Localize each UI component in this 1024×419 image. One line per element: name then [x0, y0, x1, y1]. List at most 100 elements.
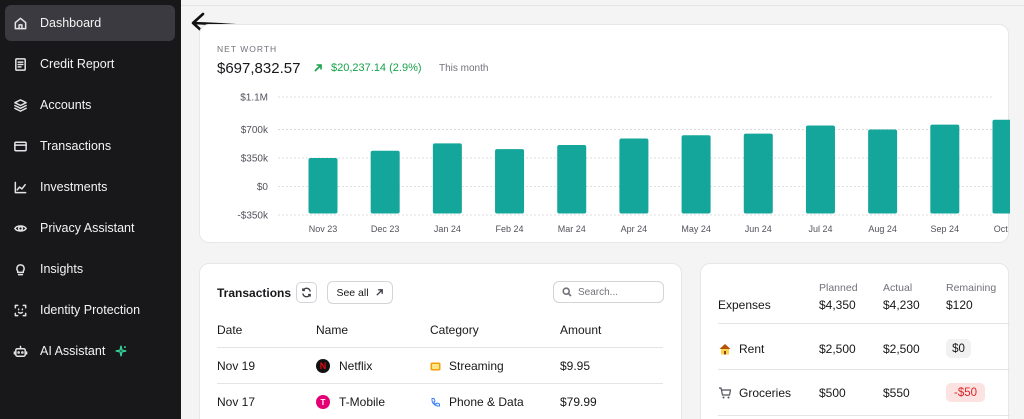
sidebar-item-privacy-assistant[interactable]: Privacy Assistant	[5, 210, 175, 246]
x-tick-label: Feb 24	[496, 224, 524, 234]
document-icon	[13, 57, 28, 72]
row-name-text: T-Mobile	[339, 395, 386, 409]
robot-icon	[13, 344, 28, 359]
sidebar-item-label: Dashboard	[40, 16, 102, 30]
eye-scan-icon	[13, 221, 28, 236]
home-icon	[13, 16, 28, 31]
row-date: Nov 17	[217, 395, 256, 409]
sidebar-item-transactions[interactable]: Transactions	[5, 128, 175, 164]
budget-row-label: Groceries	[718, 386, 791, 400]
budget-row-actual: $550	[883, 386, 910, 400]
transactions-card: Transactions See all Date Name Category …	[199, 263, 682, 419]
budget-row-actual: $2,500	[883, 342, 920, 356]
top-divider	[181, 0, 1024, 6]
row-name: N Netflix	[316, 359, 372, 373]
search-icon	[562, 287, 572, 297]
row-category: Streaming	[430, 359, 504, 373]
y-tick-label: -$350k	[237, 211, 269, 222]
bar-may-24[interactable]	[681, 135, 711, 214]
expenses-remaining: $120	[946, 298, 973, 312]
sidebar-item-label: Privacy Assistant	[40, 221, 135, 235]
sidebar-item-credit-report[interactable]: Credit Report	[5, 46, 175, 82]
x-tick-label: Apr 24	[621, 224, 648, 234]
external-arrow-icon	[375, 289, 383, 296]
row-category-text: Phone & Data	[449, 395, 524, 409]
lightbulb-icon	[13, 262, 28, 277]
bar-jun-24[interactable]	[743, 133, 773, 214]
budget-row-label-text: Groceries	[739, 386, 792, 400]
bar-jul-24[interactable]	[805, 125, 835, 214]
net-worth-chart: -$350k $0 $350k $700k $1.1M Nov 23 Dec 23 Jan 2…	[237, 93, 1011, 234]
expenses-planned: $4,350	[819, 298, 856, 312]
remaining-badge: -$50	[946, 383, 985, 402]
sidebar-item-insights[interactable]: Insights	[5, 251, 175, 287]
column-header-category[interactable]: Category	[430, 323, 479, 337]
bar-apr-24[interactable]	[619, 138, 649, 214]
netflix-logo-icon: N	[316, 359, 330, 373]
row-category: Phone & Data	[430, 395, 524, 409]
divider	[217, 347, 663, 348]
net-worth-label: NET WORTH	[217, 44, 278, 54]
x-tick-label: Nov 23	[309, 224, 338, 234]
bar-feb-24[interactable]	[495, 149, 525, 214]
credit-card-icon	[13, 139, 28, 154]
x-tick-label: Aug 24	[868, 224, 897, 234]
column-header-planned: Planned	[819, 282, 858, 294]
search-box[interactable]	[553, 281, 664, 303]
column-header-remaining: Remaining	[946, 282, 997, 294]
tmobile-logo-icon: T	[316, 395, 330, 409]
net-worth-card: NET WORTH $697,832.57 $20,237.14 (2.9%) …	[199, 24, 1011, 243]
x-tick-label: Dec 23	[371, 224, 400, 234]
bar-nov-23[interactable]	[308, 158, 338, 214]
tv-icon	[430, 361, 441, 372]
sparkle-icon	[114, 344, 128, 358]
bar-aug-24[interactable]	[868, 129, 898, 214]
column-header-actual: Actual	[883, 282, 913, 294]
budget-card: Planned Actual Remaining Expenses $4,350…	[700, 263, 1010, 419]
line-chart-icon	[13, 180, 28, 195]
arrow-up-right-icon	[314, 64, 322, 72]
column-header-amount[interactable]: Amount	[560, 323, 602, 337]
sidebar-item-accounts[interactable]: Accounts	[5, 87, 175, 123]
phone-icon	[430, 397, 441, 408]
x-tick-label: Mar 24	[558, 224, 586, 234]
bar-mar-24[interactable]	[557, 145, 587, 214]
see-all-label: See all	[336, 286, 369, 299]
bar-oct-24[interactable]	[992, 119, 1011, 214]
house-icon	[718, 342, 732, 356]
y-tick-label: $1.1M	[240, 93, 268, 104]
x-tick-label: Sep 24	[931, 224, 960, 234]
see-all-button[interactable]: See all	[327, 281, 393, 304]
sidebar-item-investments[interactable]: Investments	[5, 169, 175, 205]
row-amount: $79.99	[560, 395, 597, 409]
sidebar-item-identity-protection[interactable]: Identity Protection	[5, 292, 175, 328]
x-tick-label: Jul 24	[808, 224, 832, 234]
bar-jan-24[interactable]	[432, 143, 462, 214]
refresh-button[interactable]	[296, 282, 317, 303]
net-worth-change-value: $20,237.14 (2.9%)	[331, 62, 422, 74]
expenses-actual: $4,230	[883, 298, 920, 312]
row-name-text: Netflix	[339, 359, 373, 373]
transactions-title: Transactions	[217, 286, 292, 300]
x-tick-label: Oct 24	[994, 224, 1010, 234]
divider	[718, 369, 1010, 370]
budget-row-planned: $500	[819, 386, 846, 400]
y-tick-label: $0	[257, 182, 269, 193]
layers-icon	[13, 98, 28, 113]
y-tick-label: $350k	[241, 154, 269, 165]
row-amount: $9.95	[560, 359, 591, 373]
sidebar-item-label: Insights	[40, 262, 84, 276]
net-worth-value: $697,832.57	[217, 60, 301, 77]
sidebar-item-ai-assistant[interactable]: AI Assistant	[5, 333, 175, 369]
divider	[217, 383, 663, 384]
bar-sep-24[interactable]	[930, 124, 960, 214]
bar-dec-23[interactable]	[370, 150, 400, 214]
column-header-name[interactable]: Name	[316, 323, 349, 337]
divider	[718, 323, 1010, 324]
sidebar-item-dashboard[interactable]: Dashboard	[5, 5, 175, 41]
row-name: T T-Mobile	[316, 395, 385, 409]
divider	[718, 415, 1010, 416]
column-header-date[interactable]: Date	[217, 323, 243, 337]
net-worth-period: This month	[439, 63, 489, 74]
search-input[interactable]	[578, 286, 658, 298]
